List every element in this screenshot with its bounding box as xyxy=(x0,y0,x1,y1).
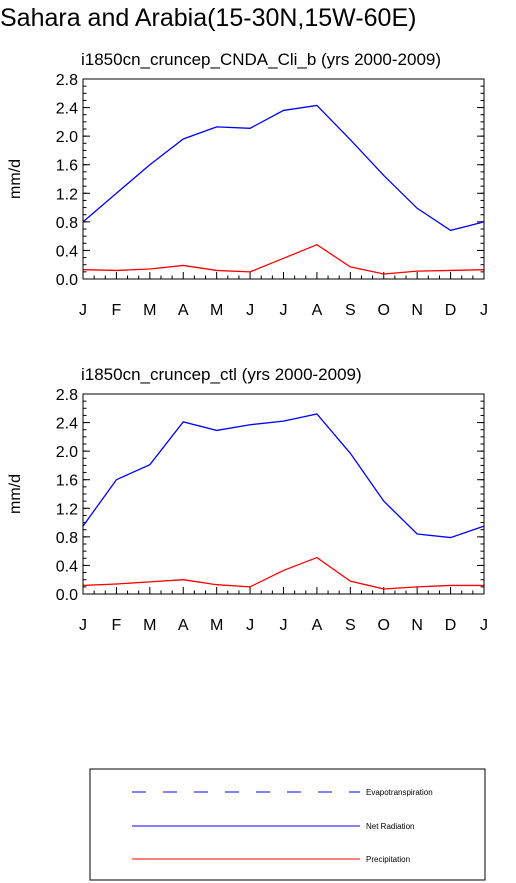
legend: Evapotranspiration Net Radiation Precipi… xyxy=(89,768,486,881)
x-tick-label: A xyxy=(178,617,189,634)
x-tick-label: M xyxy=(143,302,156,319)
legend-label-net-radiation: Net Radiation xyxy=(366,822,414,831)
legend-label-precipitation: Precipitation xyxy=(366,855,410,864)
chart-2-title: i1850cn_cruncep_ctl (yrs 2000-2009) xyxy=(81,365,362,384)
y-tick-label: 2.4 xyxy=(56,101,78,118)
chart-1-series xyxy=(82,104,485,275)
chart-panel-2: i1850cn_cruncep_ctl (yrs 2000-2009) mm/d… xyxy=(7,365,488,634)
y-tick-label: 1.2 xyxy=(56,186,78,203)
series-line-precipitation xyxy=(82,243,485,275)
x-tick-label: A xyxy=(178,302,189,319)
x-tick-label: D xyxy=(445,617,457,634)
series-line-net-radiation xyxy=(82,413,485,539)
x-tick-label: F xyxy=(112,617,122,634)
series-line-precipitation xyxy=(82,556,484,590)
x-tick-label: M xyxy=(143,617,156,634)
y-tick-label: 0.0 xyxy=(56,272,78,289)
x-tick-label: A xyxy=(312,302,323,319)
x-tick-label: M xyxy=(210,617,223,634)
y-tick-label: 0.4 xyxy=(56,243,78,260)
y-tick-label: 2.8 xyxy=(56,387,78,404)
figure-title: Sahara and Arabia(15-30N,15W-60E) xyxy=(0,4,416,32)
x-tick-label: J xyxy=(79,617,87,634)
x-tick-label: J xyxy=(280,617,288,634)
chart-1-ticks: J F M A M J J A S O N D J0.00.40.81.21.62.02.42.8 xyxy=(56,72,488,319)
x-tick-label: N xyxy=(411,302,423,319)
y-tick-label: 2.0 xyxy=(56,444,78,461)
chart-1-title: i1850cn_cruncep_CNDA_Cli_b (yrs 2000-200… xyxy=(81,50,441,69)
x-tick-label: M xyxy=(210,302,223,319)
x-tick-label: F xyxy=(112,302,122,319)
chart-2-ticks: J F M A M J J A S O N D J0.00.40.81.21.62.02.42.8 xyxy=(56,387,488,634)
x-tick-label: J xyxy=(79,302,87,319)
y-tick-label: 1.2 xyxy=(56,501,78,518)
chart-2-ylabel: mm/d xyxy=(7,474,24,514)
x-tick-label: J xyxy=(246,617,254,634)
x-tick-label: O xyxy=(378,302,390,319)
y-tick-label: 2.8 xyxy=(56,72,78,89)
y-tick-label: 0.8 xyxy=(56,530,78,547)
x-tick-label: N xyxy=(411,617,423,634)
x-tick-label: S xyxy=(345,302,356,319)
series-line-net-radiation xyxy=(82,104,485,232)
legend-box xyxy=(89,768,486,881)
x-tick-label: J xyxy=(246,302,254,319)
y-tick-label: 2.4 xyxy=(56,416,78,433)
chart-1-plot-frame xyxy=(82,78,485,280)
x-tick-label: J xyxy=(480,617,488,634)
x-tick-label: J xyxy=(280,302,288,319)
x-tick-label: O xyxy=(378,617,390,634)
x-tick-label: D xyxy=(445,302,457,319)
chart-2-series xyxy=(82,413,485,590)
x-tick-label: J xyxy=(480,302,488,319)
x-tick-label: S xyxy=(345,617,356,634)
y-tick-label: 0.0 xyxy=(56,587,78,604)
y-tick-label: 2.0 xyxy=(56,129,78,146)
y-tick-label: 0.8 xyxy=(56,215,78,232)
chart-panel-1: i1850cn_cruncep_CNDA_Cli_b (yrs 2000-200… xyxy=(7,50,488,319)
chart-2-plot-frame xyxy=(82,393,485,595)
y-tick-label: 1.6 xyxy=(56,158,78,175)
chart-1-ylabel: mm/d xyxy=(7,159,24,199)
legend-label-evapotranspiration: Evapotranspiration xyxy=(366,788,433,797)
y-tick-label: 1.6 xyxy=(56,473,78,490)
x-tick-label: A xyxy=(312,617,323,634)
y-tick-label: 0.4 xyxy=(56,558,78,575)
